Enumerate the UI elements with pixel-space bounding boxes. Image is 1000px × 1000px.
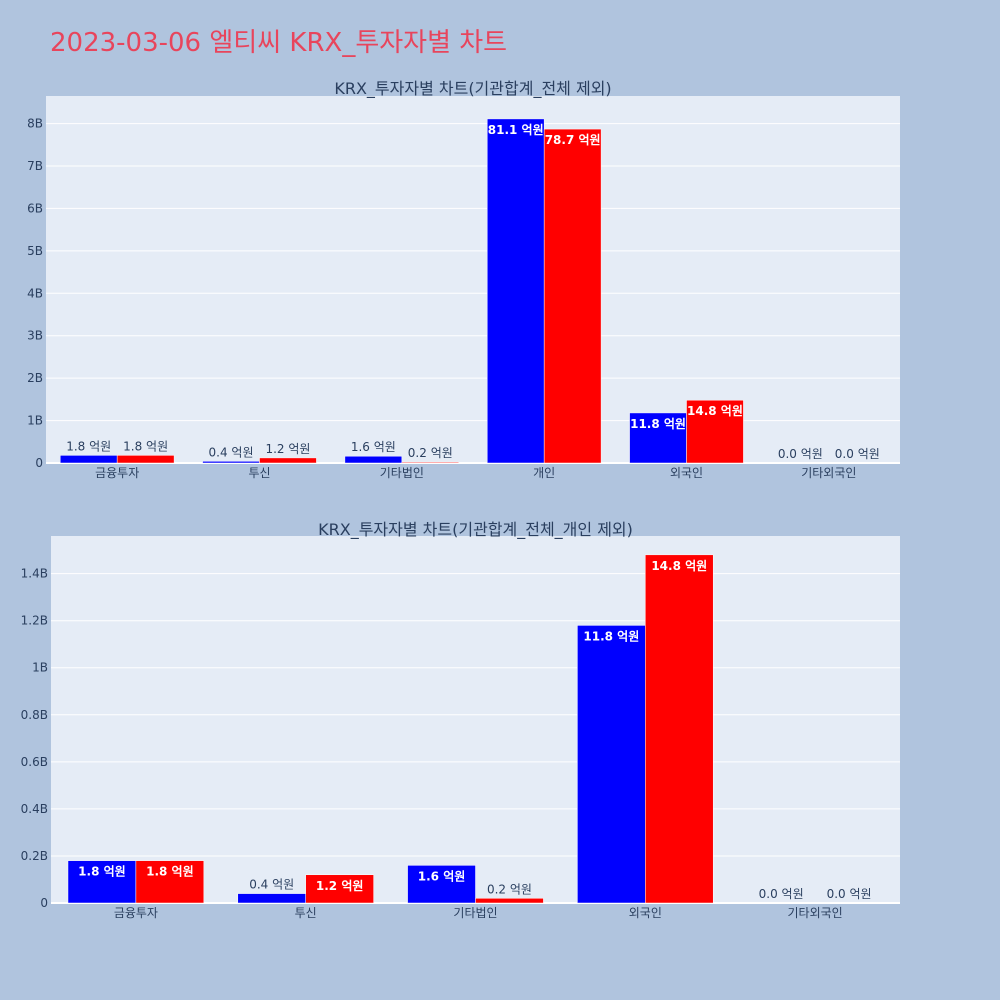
y-tick-label: 0 — [35, 456, 43, 470]
y-tick-label: 0.8B — [21, 708, 48, 722]
bar — [543, 128, 602, 464]
bar — [629, 412, 687, 464]
data-label: 1.6 억원 — [351, 440, 396, 454]
y-tick-label: 6B — [27, 201, 43, 215]
chart-title: KRX_투자자별 차트(기관합계_전체 제외) — [334, 79, 611, 99]
x-tick-label: 외국인 — [670, 466, 703, 480]
y-tick-label: 1.2B — [21, 614, 48, 628]
x-tick-label: 기타법인 — [453, 906, 497, 920]
data-label: 11.8 억원 — [630, 417, 686, 431]
data-label: 11.8 억원 — [583, 629, 639, 643]
y-tick-label: 4B — [27, 286, 43, 300]
bar — [259, 457, 317, 464]
plot-area — [51, 536, 900, 903]
bar — [686, 399, 744, 464]
x-tick-label: 금융투자 — [114, 906, 158, 920]
x-tick-label: 기타외국인 — [787, 906, 842, 920]
data-label: 1.2 억원 — [265, 442, 310, 456]
y-tick-label: 1B — [27, 414, 43, 428]
data-label: 0.0 억원 — [835, 447, 880, 461]
data-label: 1.8 억원 — [146, 865, 194, 879]
y-tick-label: 0 — [40, 896, 48, 910]
x-tick-label: 기타외국인 — [801, 466, 856, 480]
data-label: 0.4 억원 — [249, 878, 294, 892]
data-label: 0.0 억원 — [778, 447, 823, 461]
data-label: 1.6 억원 — [418, 869, 466, 883]
y-tick-label: 1.4B — [21, 567, 48, 581]
data-label: 0.4 억원 — [209, 445, 254, 459]
bar — [401, 461, 460, 464]
page-title: 2023-03-06 엘티씨 KRX_투자자별 차트 — [50, 28, 508, 58]
bar — [305, 874, 374, 904]
y-tick-label: 3B — [27, 329, 43, 343]
bar — [475, 898, 544, 904]
data-label: 0.2 억원 — [408, 446, 453, 460]
bar — [135, 860, 205, 904]
data-label: 1.8 억원 — [66, 439, 111, 453]
y-tick-label: 7B — [27, 159, 43, 173]
data-label: 1.2 억원 — [316, 879, 364, 893]
data-label: 14.8 억원 — [687, 404, 743, 418]
x-tick-label: 개인 — [533, 466, 555, 480]
data-label: 0.0 억원 — [827, 887, 872, 901]
data-label: 0.2 억원 — [487, 882, 532, 896]
chart-title: KRX_투자자별 차트(기관합계_전체_개인 제외) — [318, 520, 633, 540]
y-tick-label: 1B — [32, 661, 48, 675]
data-label: 14.8 억원 — [651, 559, 707, 573]
y-tick-label: 0.4B — [21, 802, 48, 816]
bar — [237, 893, 306, 904]
y-tick-label: 8B — [27, 117, 43, 131]
data-label: 0.0 억원 — [759, 887, 804, 901]
x-tick-label: 투신 — [295, 906, 317, 920]
bar — [116, 455, 175, 464]
data-label: 1.8 억원 — [78, 865, 126, 879]
y-tick-label: 0.6B — [21, 755, 48, 769]
y-tick-label: 5B — [27, 244, 43, 258]
y-tick-label: 2B — [27, 371, 43, 385]
bar — [407, 865, 476, 904]
x-tick-label: 기타법인 — [380, 466, 424, 480]
plot-area — [46, 96, 900, 463]
bar — [645, 554, 714, 904]
bar — [486, 118, 545, 464]
y-tick-label: 0.2B — [21, 849, 48, 863]
data-label: 81.1 억원 — [488, 123, 544, 137]
bar — [344, 455, 403, 464]
x-tick-label: 투신 — [248, 466, 270, 480]
data-label: 1.8 억원 — [123, 439, 168, 453]
x-tick-label: 금융투자 — [95, 466, 139, 480]
bar — [577, 625, 646, 904]
x-tick-label: 외국인 — [629, 906, 662, 920]
bar — [67, 860, 137, 904]
data-label: 78.7 억원 — [545, 133, 601, 147]
